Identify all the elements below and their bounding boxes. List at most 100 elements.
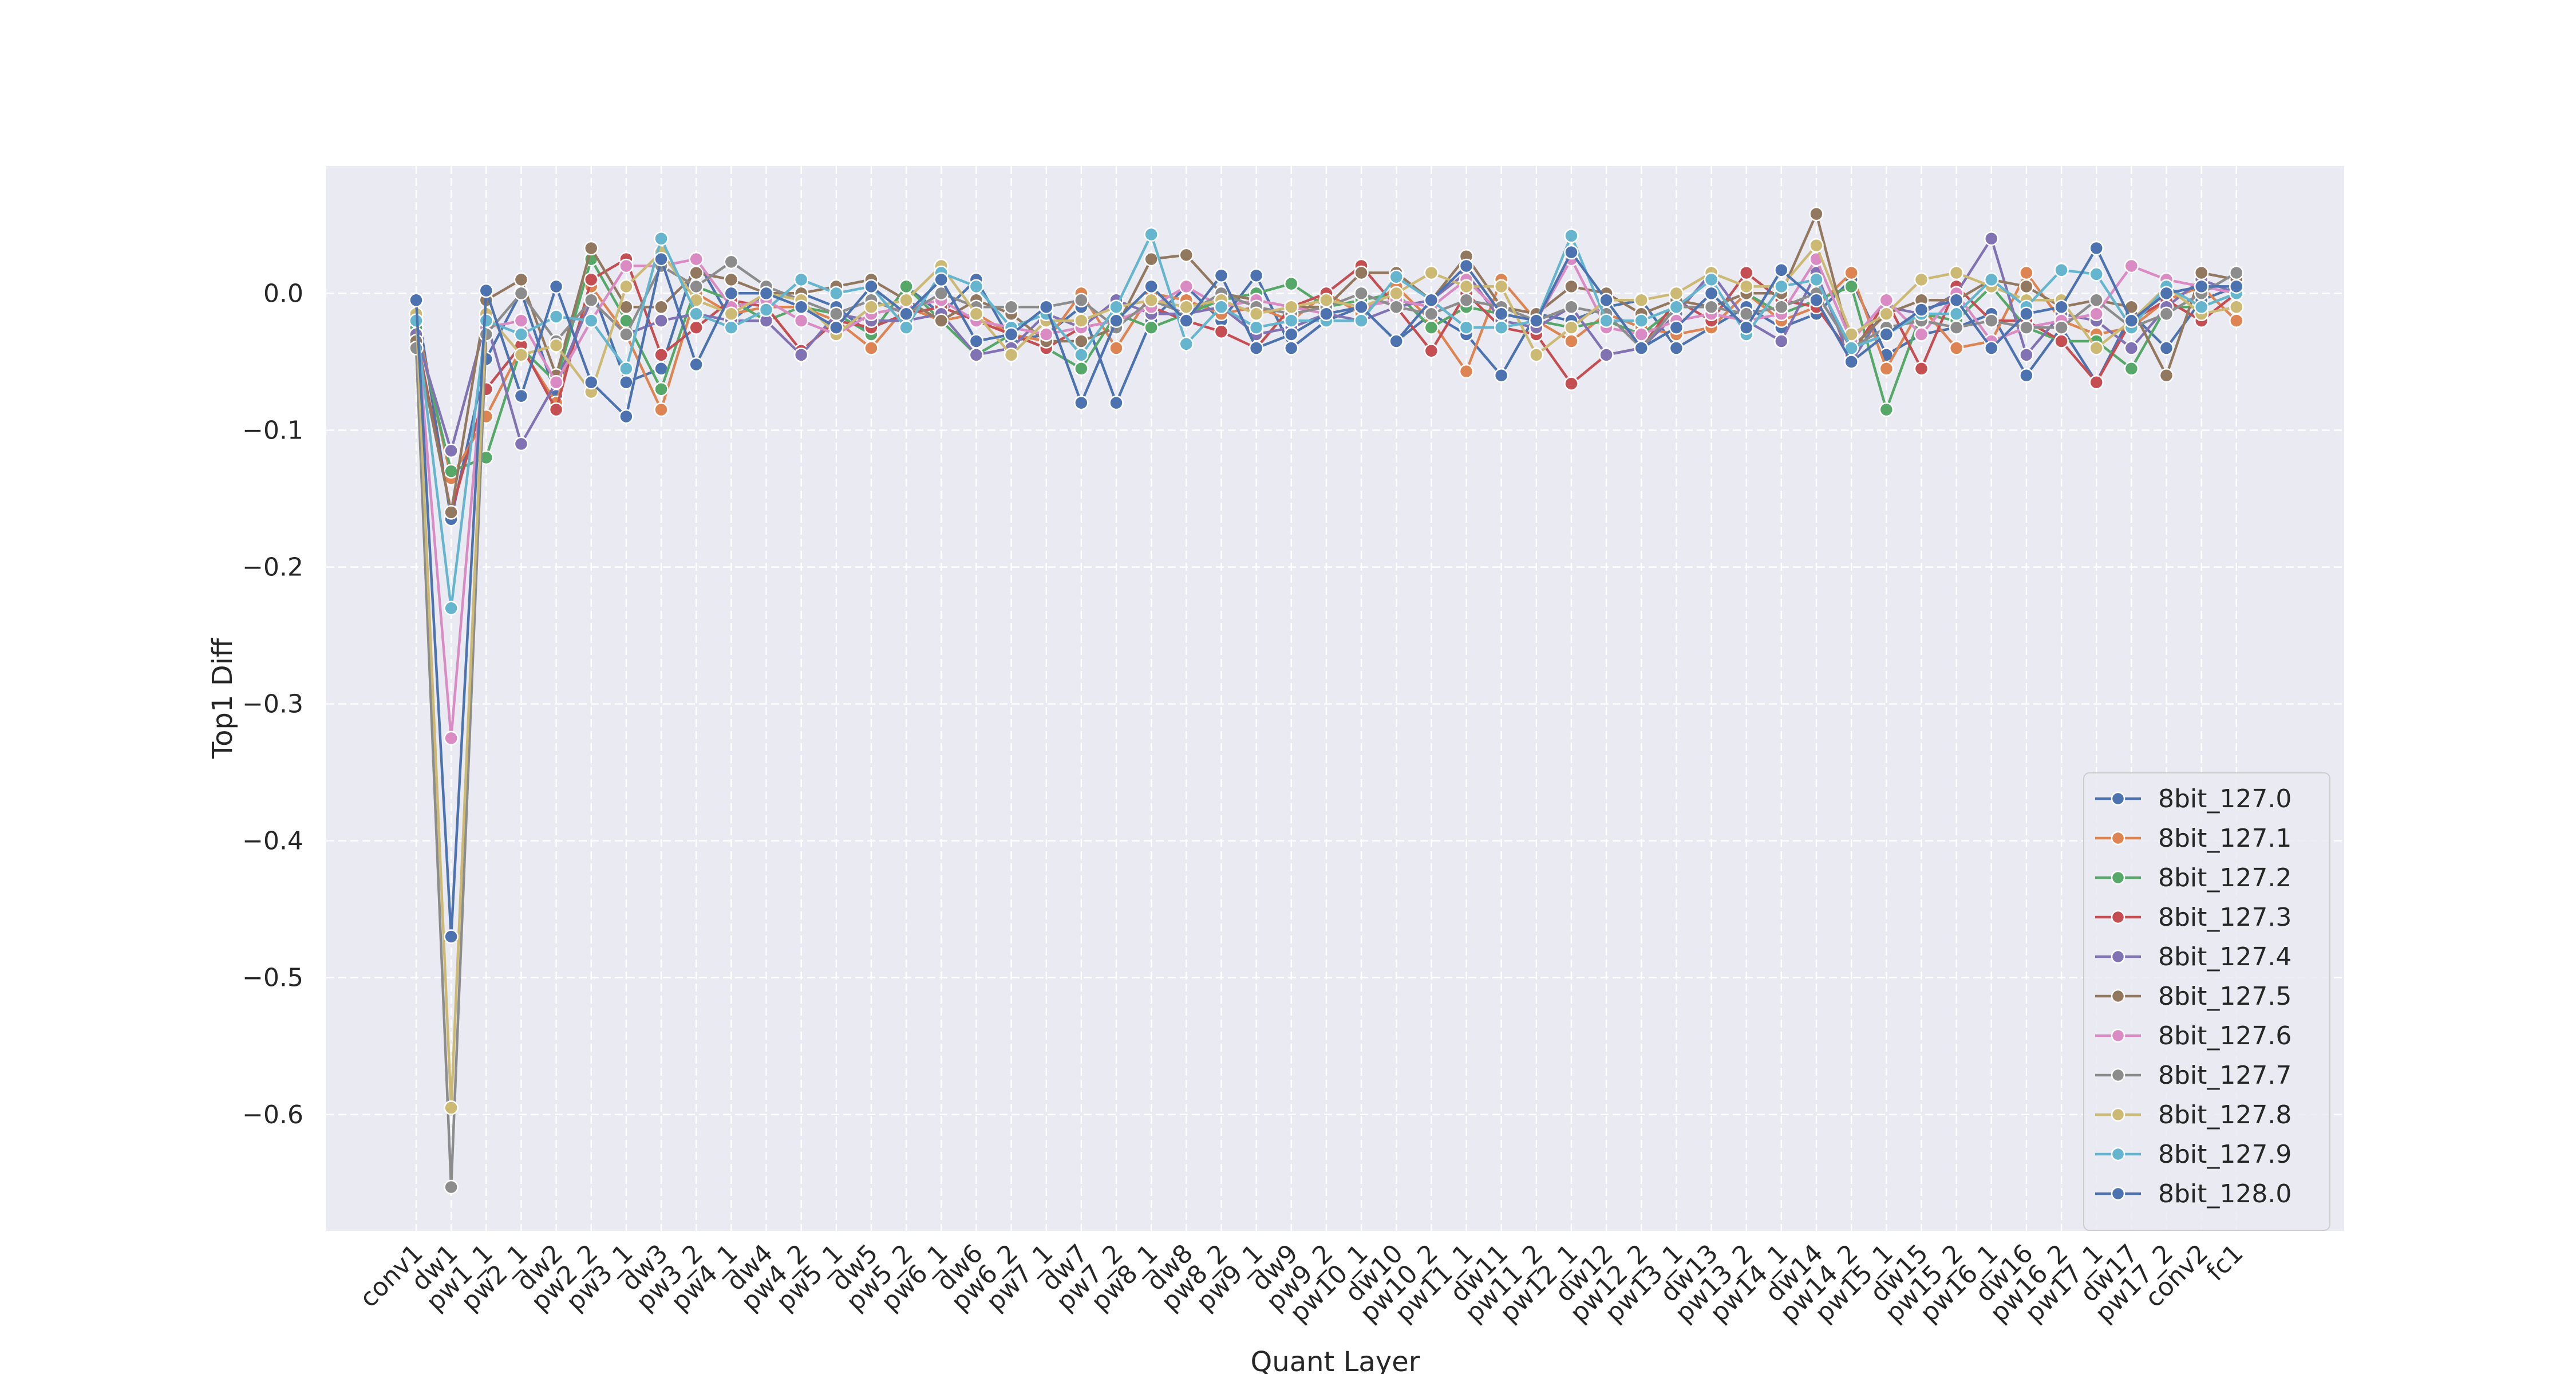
legend: 8bit_127.0 8bit_127.1 8bit_127.2 8bit_127.3… bbox=[2083, 772, 2330, 1231]
data-point bbox=[619, 409, 634, 424]
data-point bbox=[793, 348, 809, 362]
data-point bbox=[1564, 376, 1579, 391]
data-point bbox=[654, 299, 669, 314]
data-point bbox=[444, 1179, 459, 1195]
data-point bbox=[1179, 313, 1194, 328]
data-point bbox=[793, 313, 809, 328]
data-point bbox=[2229, 313, 2244, 328]
data-point bbox=[1844, 279, 1859, 294]
data-point bbox=[969, 279, 984, 294]
data-point bbox=[2124, 258, 2139, 274]
data-point bbox=[2019, 279, 2034, 294]
data-point bbox=[1879, 306, 1894, 321]
data-point bbox=[479, 313, 494, 328]
data-point bbox=[654, 402, 669, 417]
data-point bbox=[1214, 324, 1229, 339]
data-point bbox=[1879, 361, 1894, 376]
data-point bbox=[1494, 368, 1509, 383]
y-tick-label: −0.5 bbox=[242, 964, 303, 993]
data-point bbox=[1144, 293, 1159, 308]
data-point bbox=[969, 306, 984, 321]
data-point bbox=[1319, 293, 1334, 308]
data-point bbox=[1669, 286, 1684, 301]
data-point bbox=[1844, 354, 1859, 369]
data-point bbox=[2019, 306, 2034, 321]
data-point bbox=[793, 299, 809, 314]
data-point bbox=[654, 251, 669, 267]
data-point bbox=[1109, 341, 1124, 356]
data-point bbox=[1739, 279, 1754, 294]
data-point bbox=[1109, 299, 1124, 314]
data-point bbox=[1424, 293, 1439, 308]
data-point bbox=[1284, 313, 1299, 328]
data-point bbox=[829, 286, 844, 301]
y-tick-label: −0.6 bbox=[242, 1100, 303, 1130]
data-point bbox=[1179, 279, 1194, 294]
data-point bbox=[1914, 327, 1929, 342]
data-point bbox=[2089, 374, 2104, 390]
data-point bbox=[1704, 286, 1719, 301]
data-point bbox=[1634, 341, 1649, 356]
data-point bbox=[548, 402, 564, 417]
data-point bbox=[2089, 240, 2104, 256]
data-point bbox=[1179, 247, 1194, 263]
legend-marker bbox=[2111, 870, 2125, 885]
data-point bbox=[1214, 268, 1229, 283]
data-point bbox=[2054, 262, 2069, 278]
data-point bbox=[689, 265, 704, 281]
data-point bbox=[899, 293, 914, 308]
data-point bbox=[2089, 341, 2104, 356]
data-point bbox=[1879, 327, 1894, 342]
data-point bbox=[969, 348, 984, 362]
legend-item: 8bit_127.6 bbox=[2095, 1021, 2291, 1051]
legend-marker bbox=[2111, 949, 2125, 964]
legend-item: 8bit_127.4 bbox=[2095, 942, 2291, 972]
data-point bbox=[584, 313, 599, 328]
legend-marker bbox=[2111, 1068, 2125, 1083]
data-point bbox=[1949, 306, 1964, 321]
data-point bbox=[1389, 269, 1404, 285]
data-point bbox=[1739, 265, 1754, 281]
data-point bbox=[548, 309, 564, 324]
data-point bbox=[1809, 206, 1824, 222]
data-point bbox=[689, 279, 704, 294]
legend-label: 8bit_127.0 bbox=[2158, 784, 2291, 814]
data-point bbox=[2194, 279, 2209, 294]
data-point bbox=[1914, 302, 1929, 317]
data-point bbox=[1634, 313, 1649, 328]
y-tick-label: −0.3 bbox=[242, 690, 303, 719]
data-point bbox=[1669, 299, 1684, 314]
legend-label: 8bit_127.1 bbox=[2158, 824, 2291, 853]
data-point bbox=[1774, 299, 1789, 314]
data-point bbox=[409, 293, 424, 308]
legend-label: 8bit_127.6 bbox=[2158, 1021, 2291, 1051]
data-point bbox=[1003, 299, 1019, 314]
data-point bbox=[864, 299, 879, 314]
data-point bbox=[1284, 299, 1299, 314]
data-point bbox=[1599, 348, 1614, 362]
data-point bbox=[1074, 395, 1089, 410]
legend-label: 8bit_127.5 bbox=[2158, 982, 2291, 1011]
data-point bbox=[1564, 334, 1579, 349]
data-point bbox=[1144, 227, 1159, 242]
data-point bbox=[724, 272, 739, 287]
y-tick-label: −0.4 bbox=[242, 827, 303, 856]
legend-marker bbox=[2111, 1107, 2125, 1122]
data-point bbox=[1354, 286, 1369, 301]
data-point bbox=[1459, 279, 1474, 294]
data-point bbox=[2229, 265, 2244, 281]
legend-item: 8bit_127.8 bbox=[2095, 1100, 2291, 1130]
data-point bbox=[1599, 293, 1614, 308]
data-point bbox=[1984, 313, 1999, 328]
data-point bbox=[1424, 306, 1439, 321]
data-point bbox=[2054, 320, 2069, 335]
data-point bbox=[1704, 299, 1719, 314]
data-point bbox=[758, 286, 774, 301]
data-point bbox=[513, 436, 529, 452]
data-point bbox=[2159, 306, 2174, 321]
data-point bbox=[1074, 293, 1089, 308]
data-point bbox=[444, 1100, 459, 1115]
data-point bbox=[444, 601, 459, 615]
data-point bbox=[584, 374, 599, 390]
data-point bbox=[1214, 299, 1229, 314]
